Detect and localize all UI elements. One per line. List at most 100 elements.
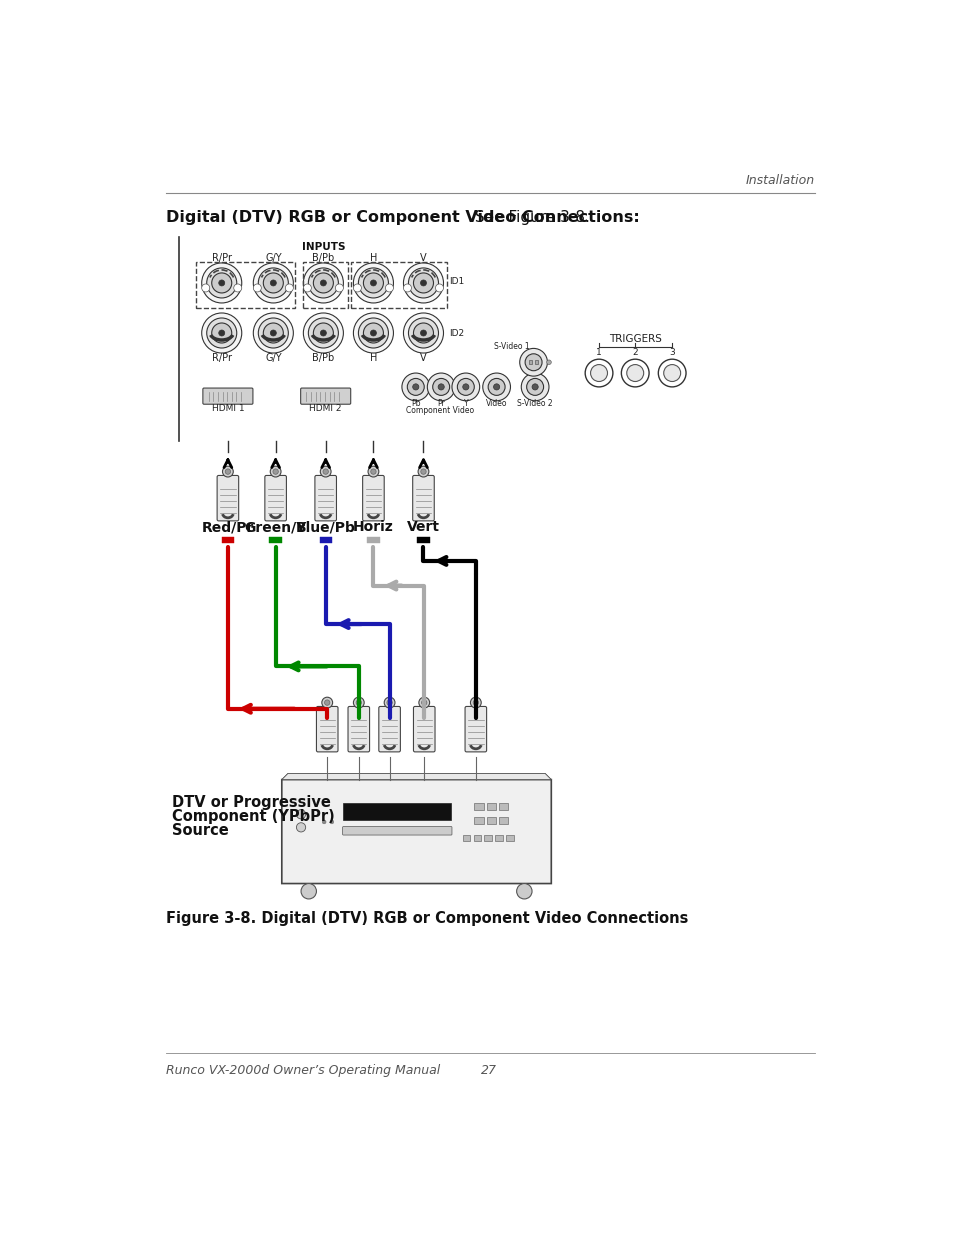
Circle shape	[324, 700, 330, 705]
Circle shape	[413, 384, 418, 390]
Bar	[498, 816, 508, 824]
Text: H: H	[370, 252, 376, 263]
Circle shape	[308, 317, 338, 348]
Circle shape	[353, 263, 393, 303]
Circle shape	[222, 466, 233, 477]
Circle shape	[401, 373, 429, 401]
Circle shape	[218, 330, 225, 336]
Circle shape	[427, 373, 455, 401]
Circle shape	[320, 280, 326, 287]
Circle shape	[363, 273, 383, 293]
Circle shape	[253, 284, 261, 291]
Text: 1: 1	[596, 348, 601, 357]
Circle shape	[296, 823, 305, 832]
Bar	[474, 816, 483, 824]
Circle shape	[233, 284, 241, 291]
Circle shape	[473, 700, 478, 705]
Circle shape	[285, 284, 293, 291]
Circle shape	[387, 700, 392, 705]
Text: HDMI 1: HDMI 1	[212, 404, 244, 412]
Circle shape	[658, 359, 685, 387]
Circle shape	[413, 324, 433, 343]
Text: TRIGGERS: TRIGGERS	[608, 335, 661, 345]
Circle shape	[303, 312, 343, 353]
Text: Component Video: Component Video	[406, 405, 474, 415]
Circle shape	[470, 698, 480, 708]
FancyBboxPatch shape	[203, 388, 253, 404]
Text: G/Y: G/Y	[265, 353, 281, 363]
Circle shape	[270, 466, 281, 477]
Text: R/Pr: R/Pr	[212, 353, 232, 363]
Circle shape	[201, 312, 241, 353]
Circle shape	[371, 469, 375, 474]
Circle shape	[263, 324, 283, 343]
Circle shape	[488, 378, 504, 395]
Text: Green/Y: Green/Y	[244, 520, 307, 534]
Circle shape	[437, 384, 444, 390]
Circle shape	[663, 364, 679, 382]
FancyBboxPatch shape	[342, 826, 452, 835]
Circle shape	[321, 698, 333, 708]
Circle shape	[420, 280, 426, 287]
Bar	[498, 803, 508, 810]
Bar	[343, 803, 451, 820]
Circle shape	[452, 373, 479, 401]
Text: Red/Pr: Red/Pr	[201, 520, 253, 534]
Circle shape	[420, 469, 426, 474]
Circle shape	[303, 263, 343, 303]
Circle shape	[212, 273, 232, 293]
FancyBboxPatch shape	[217, 475, 238, 521]
Circle shape	[403, 263, 443, 303]
Circle shape	[408, 268, 438, 298]
FancyBboxPatch shape	[265, 475, 286, 521]
Bar	[416, 537, 429, 543]
Circle shape	[296, 810, 305, 819]
Circle shape	[270, 280, 276, 287]
Bar	[351, 262, 446, 308]
Circle shape	[462, 384, 469, 390]
Text: S-Video 1: S-Video 1	[494, 342, 529, 352]
Circle shape	[320, 466, 331, 477]
Polygon shape	[281, 773, 551, 779]
Text: H: H	[370, 353, 376, 363]
Circle shape	[207, 268, 236, 298]
Circle shape	[370, 330, 376, 336]
Bar	[196, 262, 294, 308]
Circle shape	[201, 284, 210, 291]
Circle shape	[270, 330, 276, 336]
Text: ID2: ID2	[449, 329, 463, 337]
Circle shape	[301, 883, 316, 899]
Text: ID1: ID1	[449, 277, 464, 287]
Circle shape	[519, 348, 547, 377]
Text: B/Pb: B/Pb	[312, 252, 335, 263]
Circle shape	[258, 268, 288, 298]
Circle shape	[320, 330, 326, 336]
Circle shape	[418, 698, 429, 708]
Text: G/Y: G/Y	[265, 252, 281, 263]
Circle shape	[403, 284, 411, 291]
Circle shape	[584, 359, 612, 387]
Circle shape	[322, 820, 326, 824]
Circle shape	[258, 317, 288, 348]
Circle shape	[417, 466, 429, 477]
Circle shape	[517, 883, 532, 899]
Circle shape	[493, 384, 499, 390]
Circle shape	[313, 324, 333, 343]
Circle shape	[482, 373, 510, 401]
FancyBboxPatch shape	[348, 706, 369, 752]
Circle shape	[355, 700, 361, 705]
Circle shape	[370, 280, 376, 287]
Text: Component (YPbPr): Component (YPbPr)	[172, 809, 335, 824]
Bar	[319, 537, 332, 543]
Circle shape	[520, 373, 548, 401]
Circle shape	[330, 820, 334, 824]
Circle shape	[218, 280, 225, 287]
FancyBboxPatch shape	[316, 706, 337, 752]
FancyBboxPatch shape	[314, 475, 336, 521]
Text: Vert: Vert	[407, 520, 439, 534]
Bar	[535, 361, 537, 364]
Text: Figure 3-8. Digital (DTV) RGB or Component Video Connections: Figure 3-8. Digital (DTV) RGB or Compone…	[166, 910, 687, 926]
Text: DTV or Progressive: DTV or Progressive	[172, 795, 330, 810]
Text: S-Video 2: S-Video 2	[517, 399, 553, 409]
Circle shape	[207, 317, 236, 348]
